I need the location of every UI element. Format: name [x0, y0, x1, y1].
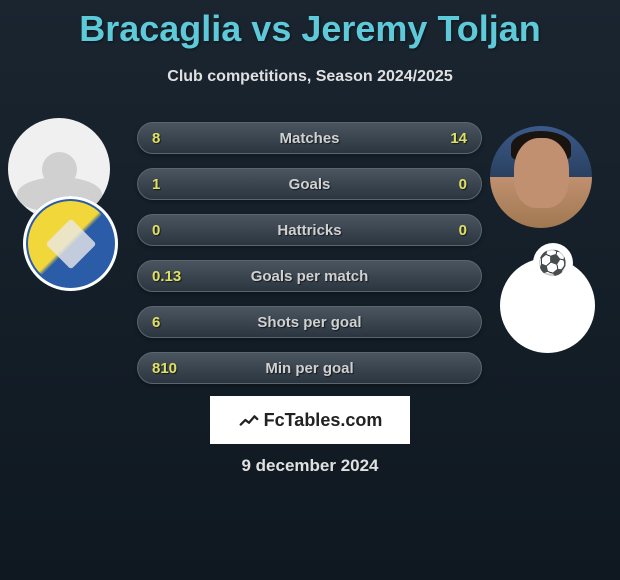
sassuolo-ball-icon: ⚽	[533, 243, 573, 283]
stat-row: 0 Hattricks 0	[137, 214, 482, 246]
stat-left-value: 0.13	[138, 268, 193, 285]
stat-row: 810 Min per goal	[137, 352, 482, 384]
stat-left-value: 8	[138, 130, 193, 147]
stat-right-value: 0	[459, 176, 481, 193]
stat-label: Min per goal	[265, 360, 353, 377]
stat-label: Matches	[279, 130, 339, 147]
club-badge-left	[23, 196, 118, 291]
player-photo	[490, 126, 592, 228]
watermark[interactable]: FcTables.com	[210, 396, 410, 444]
date-text: 9 december 2024	[241, 456, 378, 476]
comparison-title: Bracaglia vs Jeremy Toljan	[0, 0, 620, 50]
stat-label: Goals	[289, 176, 331, 193]
stats-container: 8 Matches 14 1 Goals 0 0 Hattricks 0 0.1…	[137, 122, 482, 398]
stat-right-value: 14	[450, 130, 481, 147]
club-badge-right: ⚽	[500, 258, 595, 353]
stat-label: Goals per match	[251, 268, 369, 285]
stat-row: 0.13 Goals per match	[137, 260, 482, 292]
watermark-text: FcTables.com	[264, 410, 383, 431]
stat-label: Hattricks	[277, 222, 341, 239]
stat-left-value: 0	[138, 222, 193, 239]
stat-left-value: 1	[138, 176, 193, 193]
stat-left-value: 810	[138, 360, 193, 377]
stat-row: 6 Shots per goal	[137, 306, 482, 338]
chart-icon	[238, 409, 260, 431]
stat-right-value: 0	[459, 222, 481, 239]
comparison-subtitle: Club competitions, Season 2024/2025	[0, 68, 620, 86]
player-right-avatar	[490, 126, 592, 228]
stat-row: 8 Matches 14	[137, 122, 482, 154]
stat-label: Shots per goal	[257, 314, 361, 331]
stat-row: 1 Goals 0	[137, 168, 482, 200]
stat-left-value: 6	[138, 314, 193, 331]
frosinone-badge-icon	[28, 201, 113, 286]
